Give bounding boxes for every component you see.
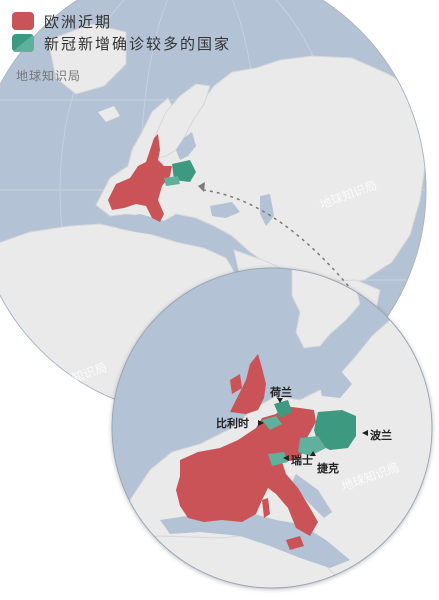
eurasia-land — [95, 55, 426, 287]
pointer-poland — [362, 430, 368, 436]
legend-item-countries: 新冠新增确诊较多的国家 — [12, 32, 231, 54]
pointer-belgium — [258, 420, 264, 426]
iceland-land — [98, 106, 120, 122]
label-belgium: 比利时 — [216, 417, 249, 430]
green-czech-large — [164, 176, 180, 186]
zoom-adriatic — [292, 474, 332, 518]
red-region-large — [108, 134, 172, 222]
pointer-switzerland — [283, 455, 289, 461]
zoom-baltic — [318, 370, 352, 398]
large-globe-highlights — [108, 134, 196, 222]
source-credit: 地球知识局 — [16, 69, 82, 83]
connector-line — [202, 189, 361, 301]
caspian-sea — [260, 194, 274, 226]
zoom-netherlands — [274, 400, 292, 418]
label-switzerland: 瑞士 — [291, 454, 313, 467]
label-poland: 波兰 — [370, 429, 392, 442]
zoom-balearic — [232, 502, 240, 510]
legend-label: 欧洲近期 — [44, 12, 113, 31]
pointer-czech — [310, 451, 316, 456]
zoom-uk — [230, 354, 266, 414]
mediterranean-sea — [112, 214, 232, 246]
label-netherlands: 荷兰 — [270, 386, 292, 399]
zoom-red-mainland — [176, 406, 318, 536]
zoom-globe-rim — [111, 267, 433, 589]
scandinavia-land — [149, 83, 211, 161]
connector-arrow — [198, 182, 205, 192]
zoom-sicily — [286, 536, 304, 550]
zoom-belgium — [262, 416, 282, 430]
pointer-netherlands — [277, 398, 283, 403]
legend-label: 新冠新增确诊较多的国家 — [44, 34, 232, 53]
legend-item-europe: 欧洲近期 — [12, 10, 231, 32]
legend-swatch-red — [12, 12, 34, 30]
zoom-switzerland — [268, 452, 288, 466]
black-sea — [210, 202, 240, 218]
legend: 欧洲近期 新冠新增确诊较多的国家 — [12, 10, 231, 54]
baltic-sea — [176, 132, 196, 160]
zoom-czech — [298, 436, 326, 456]
zoom-ireland — [230, 374, 242, 394]
legend-swatch-green — [12, 34, 34, 52]
label-pointers — [258, 398, 368, 461]
zoom-poland — [314, 410, 356, 450]
zoom-mediterranean — [160, 510, 350, 568]
zoom-corsica — [262, 498, 270, 518]
greenland-land — [47, 23, 127, 95]
label-czech: 捷克 — [317, 462, 339, 475]
